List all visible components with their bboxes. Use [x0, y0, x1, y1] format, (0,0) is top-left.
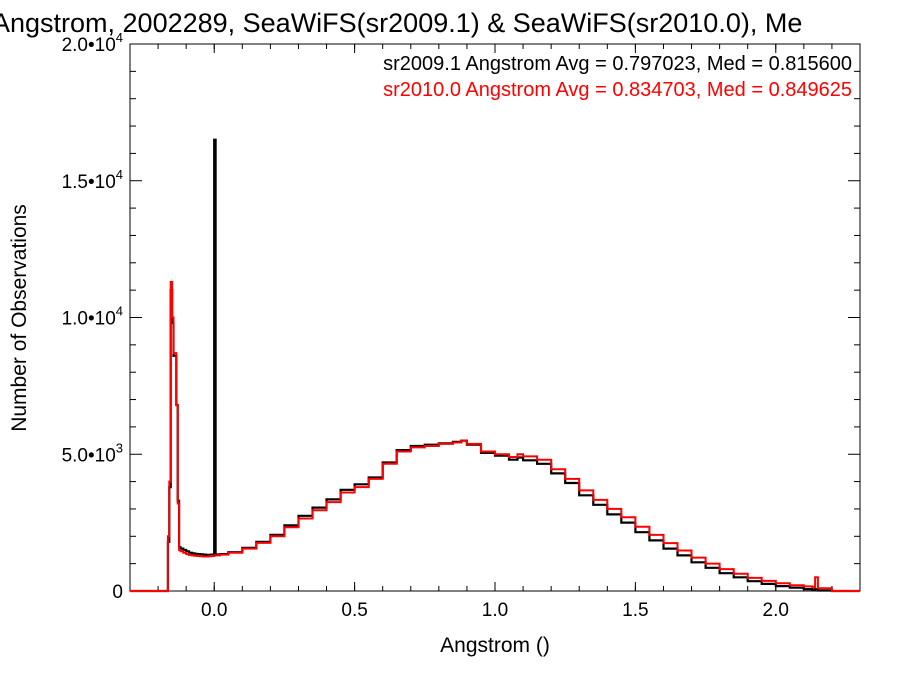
y-tick-label: 5.0•103: [62, 440, 123, 466]
x-tick-label: 0.0: [201, 600, 227, 621]
y-tick-label: 1.5•104: [62, 167, 123, 193]
x-axis-label: Angstrom (): [440, 634, 550, 657]
y-tick-label: 0: [112, 582, 123, 603]
x-axis-ticks: 0.0 0.5 1.0 1.5 2.0: [129, 44, 861, 621]
x-tick-label: 1.5: [622, 600, 648, 621]
legend-entry-sr2010: sr2010.0 Angstrom Avg = 0.834703, Med = …: [383, 79, 852, 101]
series-line-sr2010-0: [130, 280, 860, 592]
x-tick-label: 0.5: [341, 600, 367, 621]
x-tick-label: 2.0: [763, 600, 789, 621]
x-tick-label: 1.0: [482, 600, 508, 621]
series-line-sr2009-1: [130, 138, 860, 593]
series-layer: [130, 138, 860, 593]
y-tick-label: 1.0•104: [62, 304, 123, 330]
y-axis-label: Number of Observations: [8, 204, 31, 432]
legend-entry-sr2009: sr2009.1 Angstrom Avg = 0.797023, Med = …: [383, 53, 852, 75]
y-axis-ticks: 0 5.0•103 1.0•104 1.5•104 2.0•104: [62, 30, 860, 603]
chart-title: Angstrom, 2002289, SeaWiFS(sr2009.1) & S…: [0, 8, 802, 38]
y-tick-label: 2.0•104: [62, 30, 123, 56]
plot-frame: [129, 43, 861, 592]
